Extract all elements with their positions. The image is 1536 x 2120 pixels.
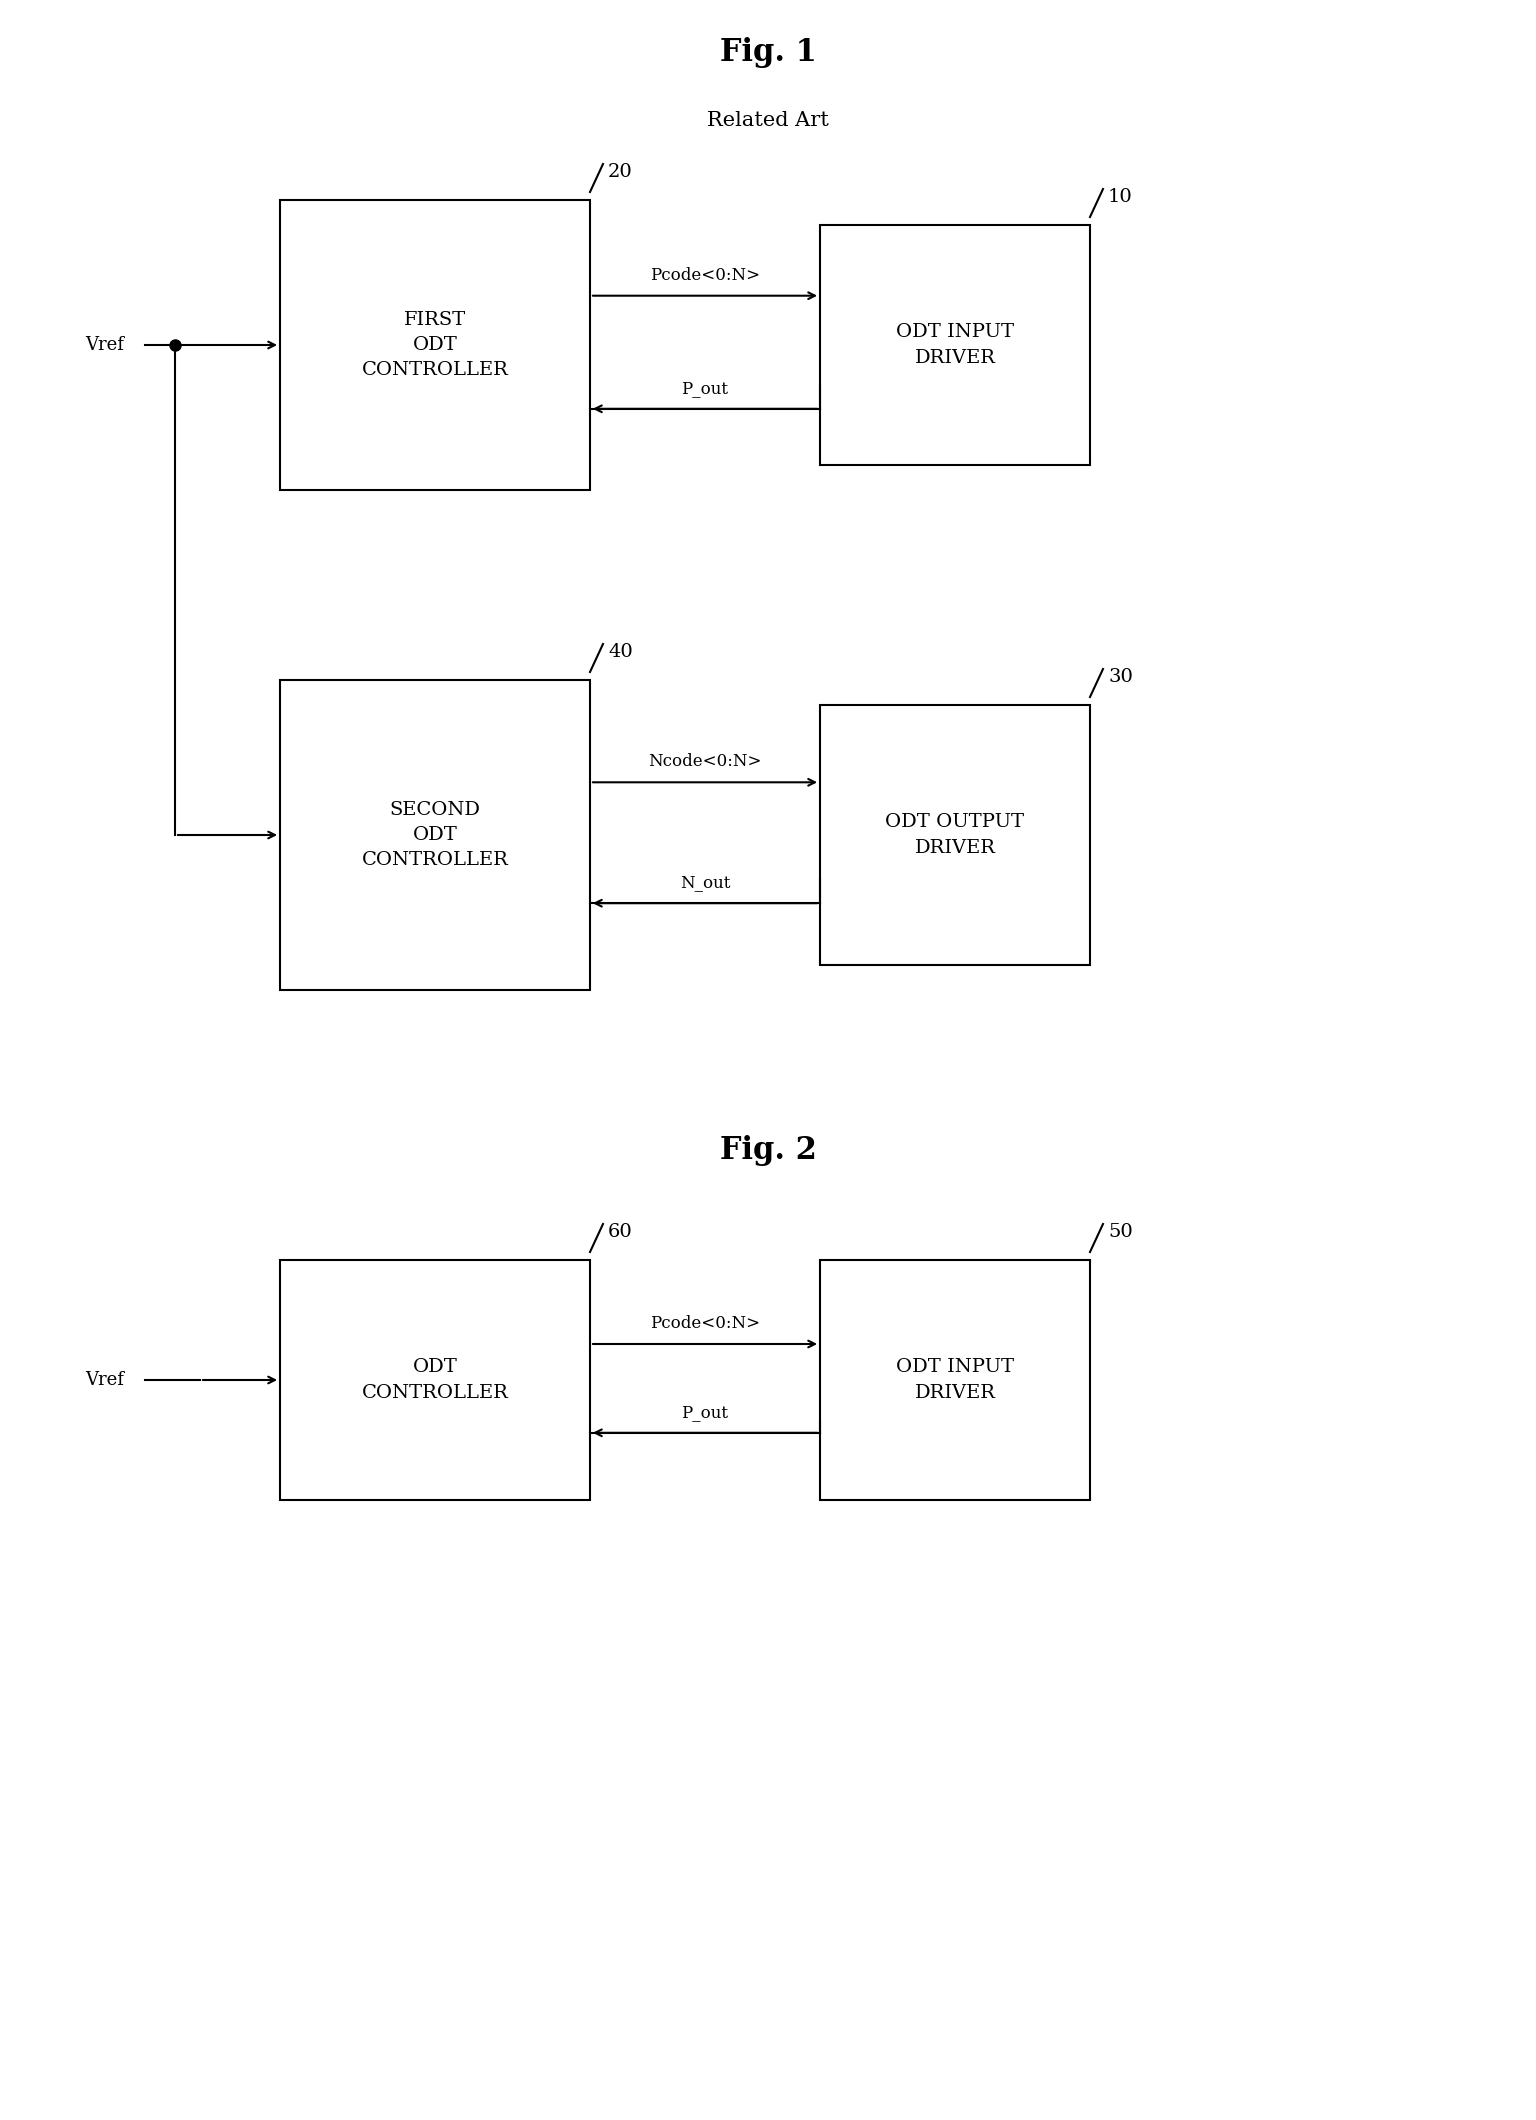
Text: CONTROLLER: CONTROLLER <box>361 852 508 869</box>
Text: DRIVER: DRIVER <box>914 1384 995 1401</box>
Text: Ncode<0:N>: Ncode<0:N> <box>648 753 762 770</box>
Text: Vref: Vref <box>84 1372 124 1389</box>
Text: ODT INPUT: ODT INPUT <box>895 324 1014 341</box>
Text: 10: 10 <box>1107 189 1132 206</box>
Text: ODT: ODT <box>413 335 458 354</box>
Text: ODT: ODT <box>413 827 458 844</box>
Text: 40: 40 <box>608 642 633 661</box>
Text: Pcode<0:N>: Pcode<0:N> <box>650 1314 760 1331</box>
Text: ODT INPUT: ODT INPUT <box>895 1359 1014 1376</box>
Text: 20: 20 <box>608 163 633 180</box>
Text: 60: 60 <box>608 1223 633 1240</box>
Text: DRIVER: DRIVER <box>914 840 995 856</box>
Text: ODT: ODT <box>413 1359 458 1376</box>
Text: CONTROLLER: CONTROLLER <box>361 1384 508 1401</box>
Text: CONTROLLER: CONTROLLER <box>361 360 508 379</box>
Bar <box>280 199 590 490</box>
Text: SECOND: SECOND <box>390 801 481 818</box>
Text: P_out: P_out <box>682 379 728 396</box>
Text: Fig. 2: Fig. 2 <box>719 1134 817 1166</box>
Text: ODT OUTPUT: ODT OUTPUT <box>885 814 1025 831</box>
Text: P_out: P_out <box>682 1403 728 1420</box>
Text: N_out: N_out <box>680 873 730 890</box>
Text: Related Art: Related Art <box>707 110 829 129</box>
Bar <box>280 1259 590 1501</box>
Bar <box>820 225 1091 464</box>
Text: DRIVER: DRIVER <box>914 348 995 367</box>
Bar <box>820 1259 1091 1501</box>
Text: Pcode<0:N>: Pcode<0:N> <box>650 267 760 284</box>
Bar <box>280 681 590 990</box>
Text: FIRST: FIRST <box>404 312 465 329</box>
Text: 50: 50 <box>1107 1223 1132 1240</box>
Text: Vref: Vref <box>84 335 124 354</box>
Bar <box>820 706 1091 965</box>
Text: Fig. 1: Fig. 1 <box>720 36 816 68</box>
Text: 30: 30 <box>1107 668 1134 687</box>
